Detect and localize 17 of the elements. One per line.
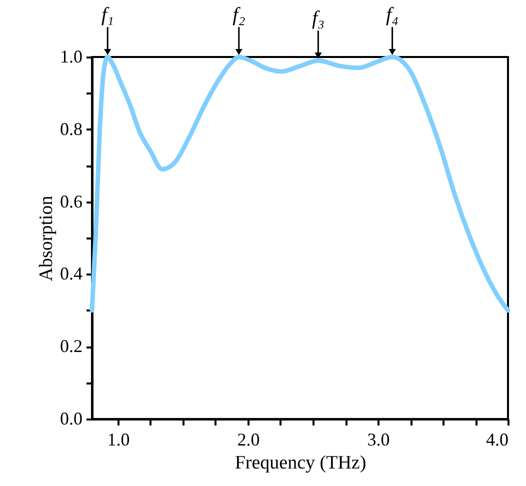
x-tick-label: 4.0 (486, 430, 508, 450)
x-tick-label: 2.0 (237, 430, 260, 450)
y-tick-label: 0.8 (60, 118, 82, 139)
y-tick-label: 1.0 (60, 46, 82, 66)
y-tick-label: 0.6 (60, 191, 82, 212)
x-axis-title: Frequency (THz) (234, 452, 366, 474)
x-tick-label: 1.0 (107, 430, 130, 450)
annotation: f₄ (386, 4, 399, 26)
annotation: f₂ (232, 4, 246, 26)
y-axis-title: Absorption (36, 195, 57, 282)
y-tick-label: 0.4 (60, 264, 82, 284)
x-tick-label: 3.0 (367, 430, 390, 450)
y-tick-label: 0.2 (60, 336, 82, 356)
y-tick-label: 0.0 (60, 408, 82, 428)
annotation: f₃ (312, 8, 324, 30)
annotation: f₁ (101, 4, 114, 26)
line-series (90, 54, 510, 313)
